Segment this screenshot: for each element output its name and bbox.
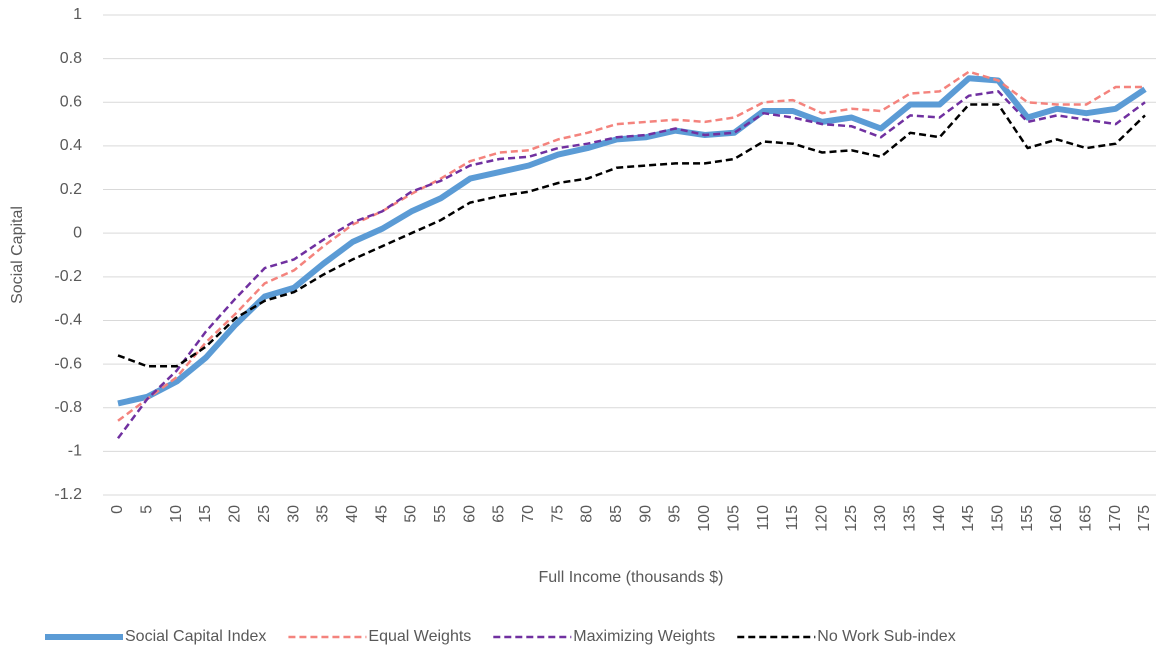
x-tick-label: 140 (931, 505, 948, 532)
y-tick-label: -1.2 (54, 486, 82, 503)
series-line (117, 70, 1145, 422)
x-tick-label: 165 (1078, 505, 1095, 532)
y-tick-label: 0.6 (60, 93, 82, 110)
y-tick-label: 0.2 (60, 181, 82, 198)
x-tick-label: 25 (256, 505, 273, 523)
x-tick-label: 175 (1136, 505, 1153, 532)
x-tick-label: 155 (1019, 505, 1036, 532)
x-tick-label: 160 (1048, 505, 1065, 532)
series-line (117, 75, 1147, 407)
x-tick-label: 10 (168, 505, 185, 523)
x-tick-label: 45 (373, 505, 390, 523)
x-tick-label: 40 (344, 505, 361, 523)
x-tick-label: 150 (990, 505, 1007, 532)
x-tick-label: 5 (139, 505, 156, 514)
legend-label: Maximizing Weights (573, 628, 715, 645)
legend-label: No Work Sub-index (817, 628, 955, 645)
x-tick-label: 170 (1107, 505, 1124, 532)
y-axis-label: Social Capital (9, 206, 26, 304)
x-tick-label: 115 (784, 505, 801, 531)
x-tick-label: 20 (227, 505, 244, 523)
x-tick-label: 65 (491, 505, 508, 523)
y-tick-label: -0.4 (54, 312, 82, 329)
x-tick-label: 35 (315, 505, 332, 523)
x-tick-label: 100 (696, 505, 713, 532)
x-tick-label: 125 (843, 505, 860, 532)
x-tick-label: 30 (285, 505, 302, 523)
x-tick-label: 0 (109, 505, 126, 514)
legend-label: Equal Weights (368, 628, 471, 645)
x-tick-label: 145 (960, 505, 977, 532)
x-tick-label: 60 (461, 505, 478, 523)
y-tick-label: -0.8 (54, 399, 82, 416)
series-line (116, 90, 1146, 440)
y-tick-label: -0.6 (54, 355, 82, 372)
x-tick-label: 120 (813, 505, 830, 532)
series-line (117, 103, 1146, 368)
x-tick-label: 110 (755, 505, 772, 531)
x-tick-label: 80 (579, 505, 596, 523)
x-axis-label: Full Income (thousands $) (539, 569, 724, 586)
y-tick-label: -0.2 (54, 268, 82, 285)
y-tick-label: 0.8 (60, 50, 82, 67)
y-tick-label: 1 (73, 6, 82, 23)
x-tick-label: 135 (901, 505, 918, 532)
y-tick-label: 0.4 (60, 137, 82, 154)
x-tick-label: 130 (872, 505, 889, 532)
x-tick-label: 95 (667, 505, 684, 523)
x-tick-label: 70 (520, 505, 537, 523)
x-tick-label: 90 (637, 505, 654, 523)
x-tick-label: 105 (725, 505, 742, 532)
x-tick-label: 75 (549, 505, 566, 523)
y-tick-label: 0 (73, 224, 82, 241)
x-tick-label: 15 (197, 505, 214, 523)
x-tick-label: 50 (403, 505, 420, 523)
y-tick-label: -1 (68, 443, 82, 460)
legend-label: Social Capital Index (125, 628, 266, 645)
x-tick-label: 85 (608, 505, 625, 523)
x-tick-label: 55 (432, 505, 449, 523)
